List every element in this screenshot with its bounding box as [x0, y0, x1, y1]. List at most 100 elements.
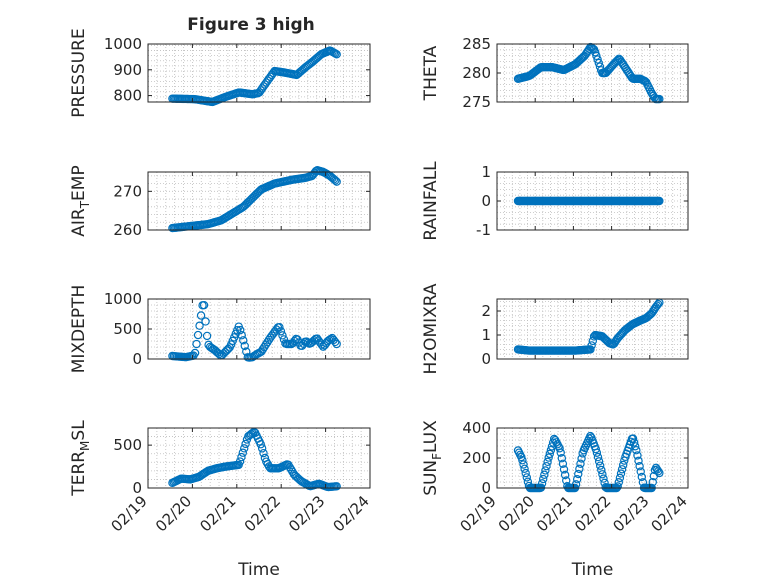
y-tick-label: 0: [481, 192, 491, 210]
data-point: [256, 440, 265, 449]
data-point: [330, 337, 340, 347]
y-tick-label: 275: [462, 93, 491, 111]
data-point: [575, 464, 584, 474]
data-point: [655, 468, 664, 478]
data-point: [541, 466, 550, 475]
x-tick-label: 02/20: [495, 492, 538, 535]
data-point: [559, 465, 569, 474]
figure-title: Figure 3 high: [187, 15, 315, 35]
y-tick-label: -1: [476, 221, 491, 239]
data-point: [539, 474, 548, 484]
series: [168, 427, 341, 492]
grid: [497, 172, 688, 230]
data-point: [259, 448, 268, 458]
data-point: [546, 445, 556, 455]
subplot-theta: 275 280 285 THETA: [421, 35, 689, 111]
x-tick-label: 02/23: [609, 492, 652, 535]
data-point: [235, 457, 245, 466]
data-point: [560, 470, 570, 480]
x-tick-label: 02/22: [571, 492, 614, 535]
y-tick-label: 200: [462, 449, 491, 467]
y-tick-label: 0: [481, 350, 491, 368]
data-point: [518, 456, 527, 465]
series: [168, 300, 341, 362]
data-point: [635, 462, 644, 471]
subplot-pressure: 800 900 1000 PRESSURE: [69, 28, 371, 118]
data-point: [558, 459, 568, 469]
data-point: [199, 300, 209, 310]
y-tick-label: 270: [113, 182, 142, 200]
series: [168, 166, 341, 233]
data-point: [599, 474, 608, 483]
data-point: [595, 461, 605, 470]
data-point: [545, 449, 554, 459]
grid: [497, 44, 688, 102]
grid: [148, 428, 370, 488]
data-point: [331, 176, 340, 185]
data-point: [240, 444, 249, 453]
data-point: [557, 454, 567, 463]
data-point: [576, 459, 585, 468]
data-point: [648, 477, 657, 487]
y-tick-label: 1000: [104, 290, 142, 308]
y-axis-label: MIXDEPTH: [69, 285, 89, 374]
data-point: [629, 438, 639, 447]
data-point: [613, 482, 622, 491]
subplot-mixdepth: 0 500 1000 MIXDEPTH: [69, 285, 371, 374]
data-point: [332, 339, 341, 349]
data-point: [636, 467, 645, 476]
y-tick-label: 280: [462, 64, 491, 82]
x-tick-label: 02/19: [108, 492, 151, 535]
series: [513, 196, 664, 206]
data-point: [615, 473, 625, 483]
data-point: [202, 331, 212, 341]
data-point: [236, 325, 245, 335]
subplot-rainfall: -1 0 1 RAINFALL: [421, 161, 689, 241]
data-point: [276, 327, 286, 336]
data-point: [593, 55, 602, 64]
data-point: [275, 323, 284, 332]
data-point: [633, 451, 642, 460]
x-axis-label: Time: [237, 560, 280, 580]
data-point: [655, 94, 664, 104]
data-point: [637, 472, 647, 482]
y-axis-label: SUNFLUX: [421, 420, 444, 496]
data-point: [332, 50, 341, 59]
y-axis-label: AIRTEMP: [69, 165, 92, 236]
data-point: [618, 460, 628, 470]
data-point: [241, 439, 250, 449]
y-tick-label: 500: [113, 320, 142, 338]
data-point: [655, 196, 664, 206]
data-point: [332, 177, 341, 186]
data-point: [592, 448, 602, 457]
subplot-h2omixra: 0 1 2 H2OMIXRA: [421, 283, 689, 375]
axes-box: [147, 43, 371, 103]
x-axis-label: Time: [571, 560, 614, 580]
data-point: [544, 453, 553, 462]
data-point: [634, 456, 643, 466]
x-tick-label: 02/20: [152, 492, 195, 535]
data-point: [594, 457, 604, 466]
y-tick-label: 400: [462, 419, 491, 437]
data-point: [239, 336, 248, 345]
grid: [148, 44, 370, 102]
y-tick-label: 1: [481, 326, 491, 344]
data-point: [520, 464, 529, 474]
series: [513, 298, 664, 355]
subplot-terr: 02/19 02/20 02/21 02/22 02/23 02/24 0 500 TERRMS…: [69, 420, 373, 536]
data-point: [332, 482, 341, 491]
y-tick-label: 1: [481, 163, 491, 181]
data-point: [597, 465, 606, 475]
y-tick-label: 1000: [104, 35, 142, 53]
data-point: [329, 175, 339, 184]
data-point: [614, 477, 624, 487]
data-point: [598, 470, 607, 479]
data-point: [237, 452, 246, 462]
data-point: [542, 461, 551, 471]
data-point: [628, 434, 638, 443]
data-point: [591, 48, 600, 57]
data-point: [556, 448, 565, 457]
x-tick-label: 02/19: [457, 492, 500, 535]
data-point: [577, 454, 586, 463]
